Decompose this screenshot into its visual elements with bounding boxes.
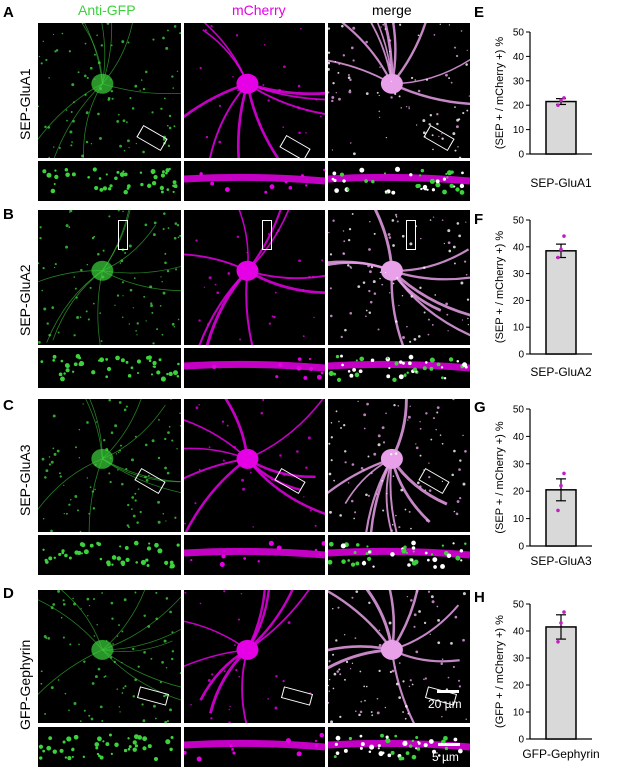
y-tick-label: 40 [513,627,525,638]
category-label: SEP-GluA3 [530,554,592,568]
y-tick-label: 0 [518,350,524,361]
y-tick-label: 30 [513,76,525,87]
zoom-strip-magenta-row2 [184,348,325,388]
zoom-strip-green-row4 [38,727,181,767]
scale-bar-small [438,743,460,746]
y-tick-label: 0 [518,735,524,746]
y-tick-label: 40 [513,242,525,253]
micrograph-magenta-row4 [184,590,325,723]
micrograph-magenta-row2 [184,210,325,345]
y-axis-label: (SEP + / mCherry +) % [494,421,506,533]
panel-letter-c: C [3,397,14,414]
y-tick-label: 30 [513,654,525,665]
micrograph-merge-row4 [328,590,470,723]
y-tick-label: 50 [513,600,525,611]
micrograph-merge-row1 [328,23,470,158]
micrograph-green-row2 [38,210,181,345]
zoom-box [262,220,272,250]
y-tick-label: 20 [513,296,525,307]
row-label-gluA2: SEP-GluA2 [17,264,33,336]
y-axis-label: (SEP + / mCherry +) % [494,37,506,149]
zoom-box [118,220,128,250]
zoom-strip-merge-row1 [328,161,470,201]
data-point [559,483,563,488]
y-axis-label: (SEP + / mCherry +) % [494,231,506,343]
panel-letter-g: G [474,399,486,416]
scale-bar-large [437,690,459,693]
y-tick-label: 50 [513,28,525,39]
data-point [562,471,566,476]
data-point [556,255,560,260]
data-point [559,247,563,252]
panel-letter-d: D [3,585,14,602]
data-point [556,508,560,513]
micrograph-merge-row2 [328,210,470,345]
header-merge: merge [372,2,412,18]
zoom-strip-green-row3 [38,535,181,575]
y-tick-label: 20 [513,681,525,692]
data-point [556,640,560,644]
header-mcherry: mCherry [232,2,286,18]
y-tick-label: 30 [513,269,525,280]
zoom-strip-green-row2 [38,348,181,388]
micrograph-green-row3 [38,399,181,532]
micrograph-green-row4 [38,590,181,723]
zoom-strip-magenta-row4 [184,727,325,767]
category-label: SEP-GluA2 [530,365,592,379]
y-tick-label: 10 [513,125,525,136]
row-label-gluA1: SEP-GluA1 [17,68,33,140]
category-label: SEP-GluA1 [530,176,592,190]
zoom-strip-magenta-row3 [184,535,325,575]
micrograph-green-row1 [38,23,181,158]
bar [545,250,577,355]
panel-letter-b: B [3,206,14,223]
y-tick-label: 40 [513,432,525,443]
y-tick-label: 10 [513,514,525,525]
data-point [559,621,563,625]
data-point [556,103,560,107]
panel-letter-e: E [474,4,484,21]
y-tick-label: 50 [513,405,525,416]
y-tick-label: 20 [513,101,525,112]
panel-letter-f: F [474,211,483,228]
y-tick-label: 40 [513,52,525,63]
scale-label-small: 5 µm [432,750,459,764]
scale-label-large: 20 µm [428,697,462,711]
bar-charts: E 0 10 20 30 40 50 (SEP + / mCherry +) % SEP-Glu… [474,4,600,761]
row-label-gephyrin: GFP-Gephyrin [17,639,33,730]
micrograph-magenta-row3 [184,399,325,532]
panel-letter-h: H [474,589,485,606]
category-label: GFP-Gephyrin [522,747,599,761]
row-label-gluA3: SEP-GluA3 [17,444,33,516]
zoom-strip-green-row1 [38,161,181,201]
y-tick-label: 20 [513,487,525,498]
data-point [562,610,566,614]
y-tick-label: 30 [513,459,525,470]
y-tick-label: 50 [513,216,525,227]
zoom-strip-merge-row3 [328,535,470,575]
data-point [562,234,566,238]
y-tick-label: 10 [513,708,525,719]
bar [545,100,577,155]
header-anti-gfp: Anti-GFP [78,2,136,18]
zoom-strip-magenta-row1 [184,161,325,201]
zoom-strip-merge-row2 [328,348,470,388]
panel-letter-a: A [3,4,14,21]
bar [545,626,577,740]
y-axis-label: (GFP + / mCherry +) % [494,615,506,728]
zoom-box [406,220,416,250]
y-tick-label: 10 [513,323,525,334]
micrograph-merge-row3 [328,399,470,532]
y-tick-label: 0 [518,542,524,553]
data-point [559,98,563,103]
micrograph-magenta-row1 [184,23,325,158]
y-tick-label: 0 [518,150,524,161]
data-point [562,96,566,100]
